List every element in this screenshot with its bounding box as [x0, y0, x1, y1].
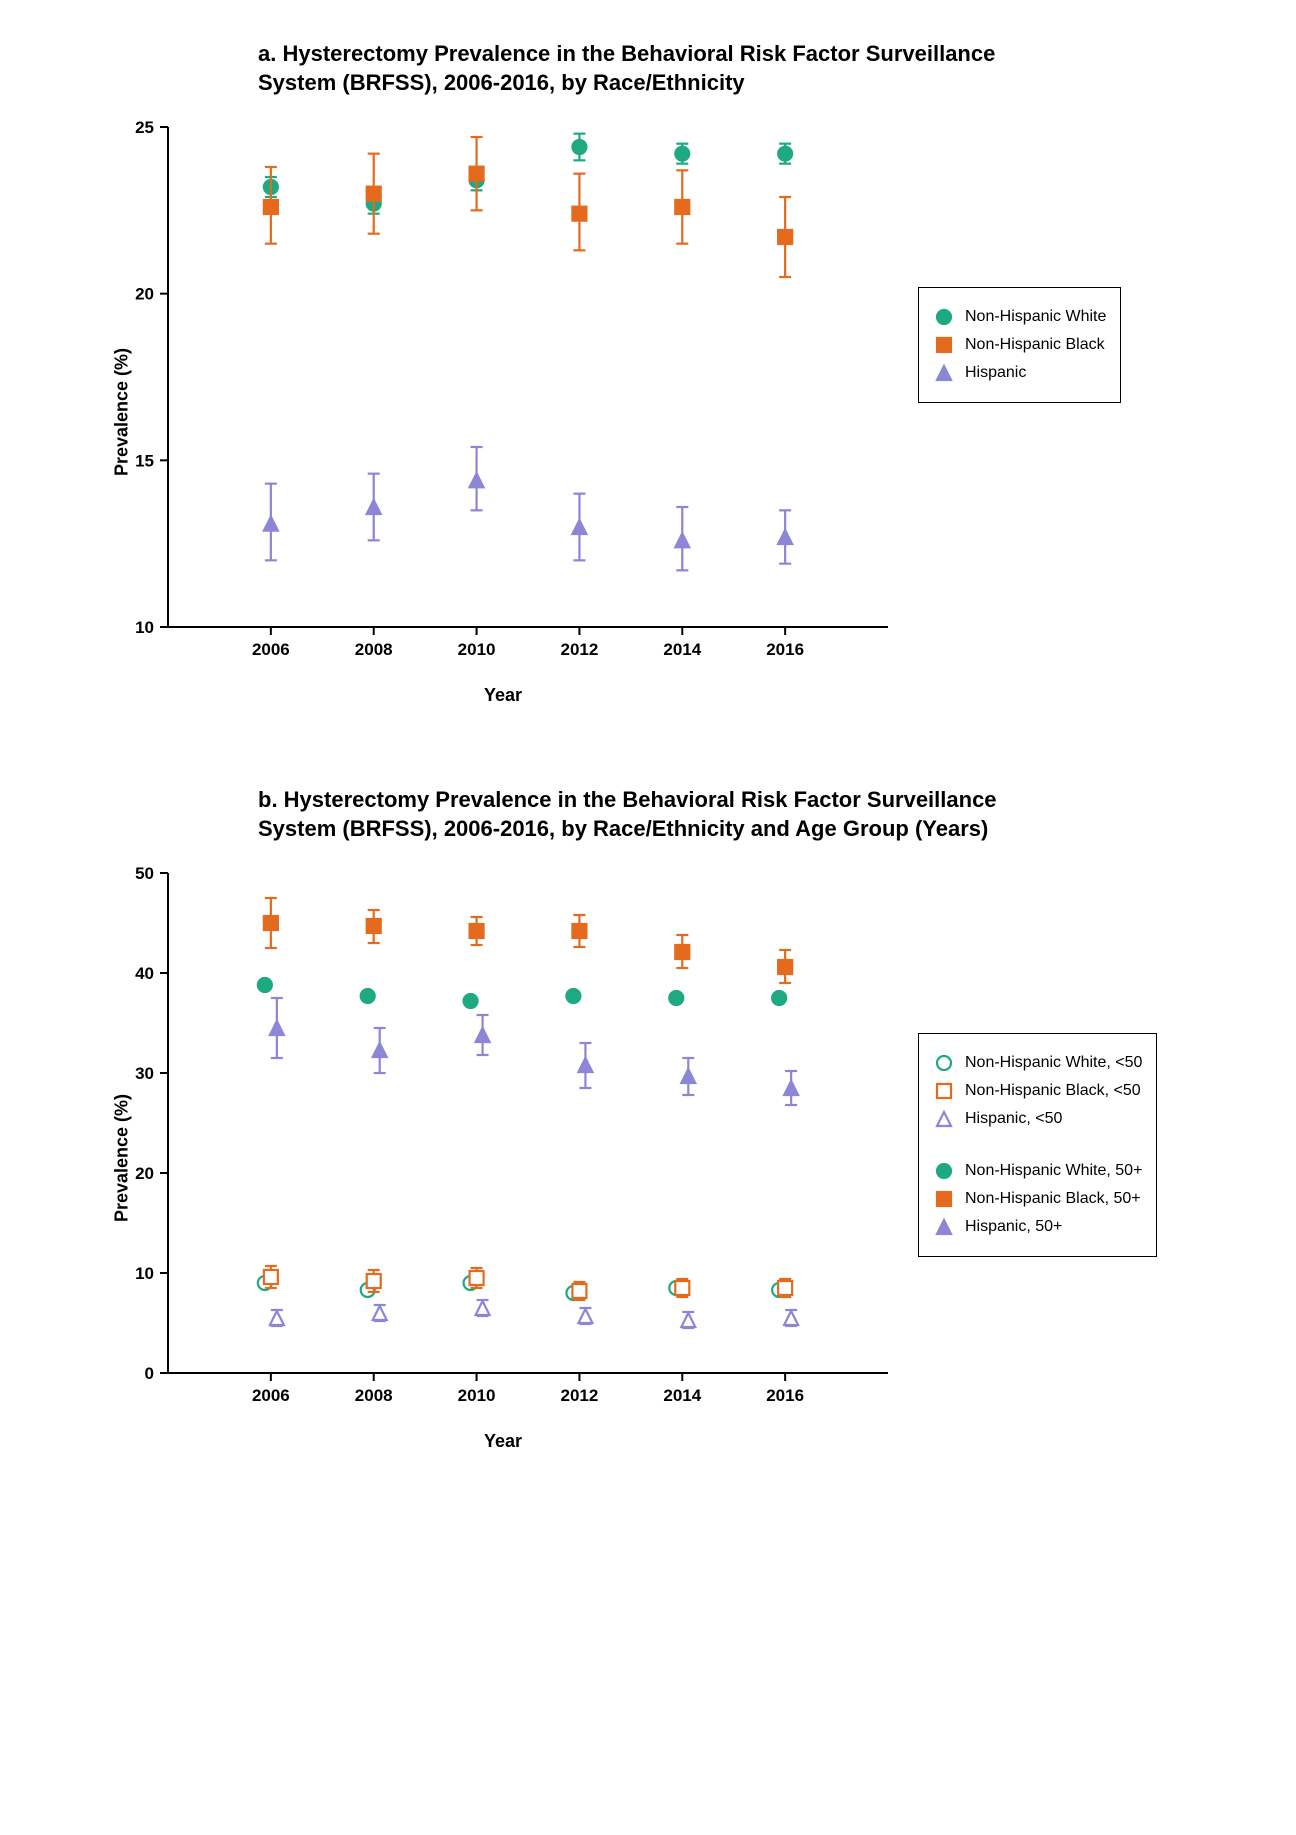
- legend-item: Hispanic, <50: [933, 1108, 1142, 1130]
- svg-text:30: 30: [135, 1064, 154, 1083]
- svg-text:2016: 2016: [766, 640, 804, 659]
- legend-label: Non-Hispanic Black, <50: [965, 1082, 1141, 1100]
- svg-text:2016: 2016: [766, 1386, 804, 1405]
- chart-a-xlabel: Year: [98, 685, 908, 706]
- svg-text:20: 20: [135, 1164, 154, 1183]
- svg-text:10: 10: [135, 618, 154, 637]
- svg-text:2008: 2008: [355, 640, 393, 659]
- svg-text:2014: 2014: [663, 640, 701, 659]
- chart-b-title: b. Hysterectomy Prevalence in the Behavi…: [258, 786, 1038, 843]
- legend-label: Non-Hispanic White: [965, 308, 1106, 326]
- chart-b-legend: Non-Hispanic White, <50 Non-Hispanic Bla…: [918, 1033, 1157, 1257]
- svg-text:15: 15: [135, 452, 154, 471]
- legend-label: Non-Hispanic White, 50+: [965, 1162, 1142, 1180]
- svg-text:2006: 2006: [252, 640, 290, 659]
- chart-a-title: a. Hysterectomy Prevalence in the Behavi…: [258, 40, 1038, 97]
- legend-item: Non-Hispanic Black, <50: [933, 1080, 1142, 1102]
- legend-label: Non-Hispanic White, <50: [965, 1054, 1142, 1072]
- chart-a-legend: Non-Hispanic White Non-Hispanic Black Hi…: [918, 287, 1121, 403]
- legend-label: Hispanic, 50+: [965, 1218, 1062, 1236]
- chart-b-plot: Prevalence (%) 0 10 20 30 40 50 2006 2008 2010 20…: [98, 863, 908, 1452]
- svg-text:2006: 2006: [252, 1386, 290, 1405]
- svg-text:2010: 2010: [458, 640, 496, 659]
- legend-item: Non-Hispanic Black, 50+: [933, 1188, 1142, 1210]
- legend-item: Non-Hispanic White, <50: [933, 1052, 1142, 1074]
- chart-b-ylabel: Prevalence (%): [112, 1094, 133, 1222]
- svg-text:25: 25: [135, 118, 154, 137]
- svg-text:2014: 2014: [663, 1386, 701, 1405]
- chart-a-plot: Prevalence (%) 10 15 20 25 2006 2008 2010 2012 2…: [98, 117, 908, 706]
- svg-text:40: 40: [135, 964, 154, 983]
- svg-text:2012: 2012: [561, 1386, 599, 1405]
- figure-a: a. Hysterectomy Prevalence in the Behavi…: [98, 40, 1198, 706]
- legend-item: Non-Hispanic White, 50+: [933, 1160, 1142, 1182]
- svg-text:2012: 2012: [561, 640, 599, 659]
- chart-b-xlabel: Year: [98, 1431, 908, 1452]
- legend-item: Hispanic, 50+: [933, 1216, 1142, 1238]
- legend-item: Hispanic: [933, 362, 1106, 384]
- figure-b: b. Hysterectomy Prevalence in the Behavi…: [98, 786, 1198, 1452]
- legend-item: Non-Hispanic White: [933, 306, 1106, 328]
- svg-text:10: 10: [135, 1264, 154, 1283]
- legend-label: Hispanic, <50: [965, 1110, 1062, 1128]
- svg-text:2010: 2010: [458, 1386, 496, 1405]
- legend-item: Non-Hispanic Black: [933, 334, 1106, 356]
- legend-label: Hispanic: [965, 364, 1026, 382]
- svg-text:2008: 2008: [355, 1386, 393, 1405]
- chart-a-ylabel: Prevalence (%): [112, 348, 133, 476]
- svg-text:50: 50: [135, 864, 154, 883]
- legend-label: Non-Hispanic Black, 50+: [965, 1190, 1141, 1208]
- legend-label: Non-Hispanic Black: [965, 336, 1105, 354]
- svg-text:0: 0: [145, 1364, 154, 1383]
- svg-text:20: 20: [135, 285, 154, 304]
